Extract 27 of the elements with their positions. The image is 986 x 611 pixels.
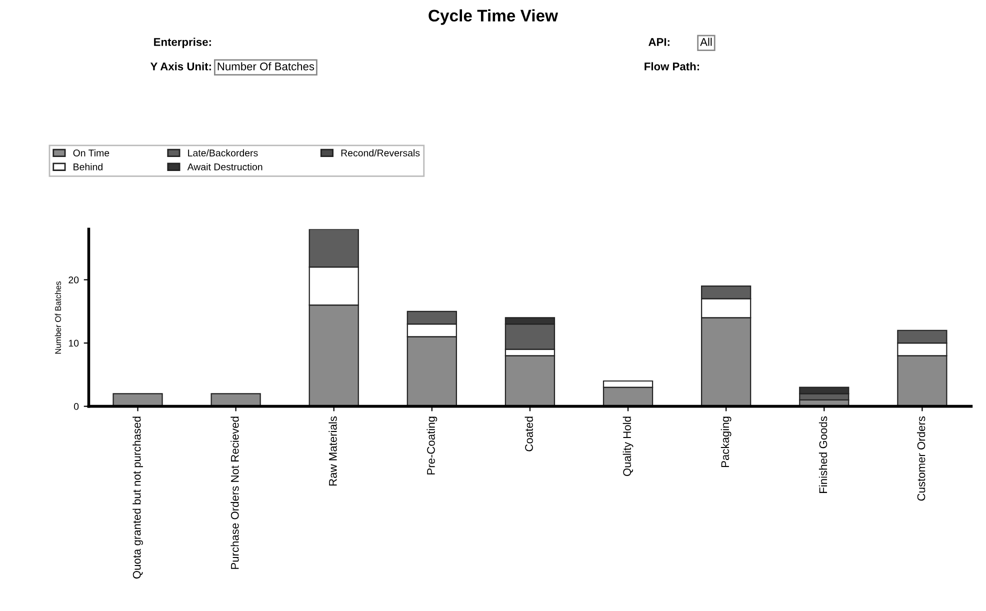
chart-title: Cycle Time View: [428, 9, 558, 25]
x-tick-label: Raw Materials: [328, 416, 337, 486]
legend-label: On Time: [73, 149, 110, 156]
bar: [112, 393, 163, 406]
legend-label: Behind: [74, 163, 102, 170]
x-tick-label: Coated: [524, 416, 533, 452]
x-tick-label: Quota granted but not purchased: [132, 416, 143, 579]
y-tick-label: 0: [74, 403, 79, 410]
legend-label: Await Destruction: [187, 163, 262, 170]
text: Flow Path:: [644, 62, 699, 70]
legend-label: Recond/Reversals: [341, 149, 420, 156]
bar: [210, 393, 261, 406]
x-tick-label: Pre-Coating: [426, 416, 438, 474]
y-tick-label: 10: [68, 340, 79, 347]
x-tick-label: Purchase Orders Not Recieved: [230, 416, 239, 569]
x-tick-label: Quality Hold: [622, 416, 634, 476]
text: All: [700, 38, 712, 46]
text: Y Axis Unit:: [150, 62, 211, 70]
x-tick-label: Customer Orders: [917, 416, 926, 501]
y-tick-label: 20: [68, 276, 79, 284]
y-axis-title: Number Of Batches: [54, 281, 61, 354]
legend-label: Late/Backorders: [188, 149, 258, 156]
text: Number Of Batches: [218, 62, 314, 70]
text: API:: [648, 38, 670, 46]
text: Enterprise:: [154, 38, 211, 48]
x-tick-label: Finished Goods: [818, 416, 828, 493]
x-tick-label: Packaging: [720, 416, 732, 468]
